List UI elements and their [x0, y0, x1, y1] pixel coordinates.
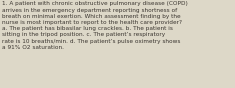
Text: 1. A patient with chronic obstructive pulmonary disease (COPD)
arrives in the em: 1. A patient with chronic obstructive pu… [2, 1, 188, 50]
